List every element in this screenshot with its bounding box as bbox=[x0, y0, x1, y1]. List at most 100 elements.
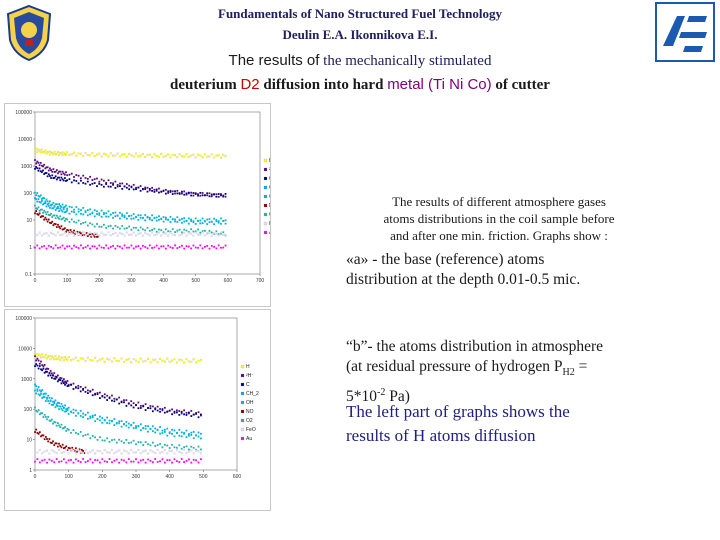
data-point bbox=[166, 444, 169, 447]
y-tick-label: 100 bbox=[24, 407, 33, 413]
data-point bbox=[164, 188, 167, 191]
data-point bbox=[54, 175, 57, 178]
data-point bbox=[90, 235, 93, 238]
data-point bbox=[47, 374, 50, 377]
data-point bbox=[164, 154, 167, 157]
data-point bbox=[109, 152, 112, 155]
data-point bbox=[60, 446, 63, 449]
data-point bbox=[54, 375, 57, 378]
data-point bbox=[64, 404, 66, 407]
data-point bbox=[76, 230, 79, 233]
data-point bbox=[220, 232, 222, 235]
data-point bbox=[115, 441, 118, 444]
data-point bbox=[53, 150, 56, 153]
data-point bbox=[50, 403, 53, 406]
data-point bbox=[210, 195, 213, 198]
data-point bbox=[91, 233, 94, 236]
data-point bbox=[139, 185, 142, 187]
data-point bbox=[58, 460, 60, 463]
data-point bbox=[163, 406, 166, 409]
data-point bbox=[197, 416, 200, 419]
data-point bbox=[58, 355, 61, 358]
data-point bbox=[96, 185, 98, 188]
x-tick-label: 600 bbox=[224, 278, 233, 284]
data-point bbox=[199, 194, 202, 197]
data-point bbox=[171, 359, 174, 362]
data-point bbox=[197, 435, 200, 438]
data-point bbox=[135, 152, 138, 155]
y-tick-label: 10 bbox=[26, 438, 32, 444]
data-point bbox=[103, 419, 106, 421]
data-point bbox=[91, 394, 94, 397]
data-point bbox=[208, 232, 211, 235]
data-point bbox=[206, 232, 209, 235]
data-point bbox=[162, 245, 165, 248]
data-point bbox=[144, 186, 147, 189]
y-tick-label: 10000 bbox=[18, 137, 32, 143]
data-point bbox=[49, 358, 52, 361]
data-point bbox=[55, 226, 58, 228]
data-point bbox=[144, 427, 147, 430]
data-point bbox=[46, 418, 48, 421]
data-point bbox=[156, 429, 159, 431]
data-point bbox=[80, 222, 82, 225]
data-point bbox=[173, 358, 176, 361]
data-point bbox=[35, 162, 38, 165]
data-point bbox=[137, 214, 140, 217]
data-point bbox=[175, 411, 178, 414]
data-point bbox=[64, 446, 66, 449]
legend-marker bbox=[240, 364, 245, 369]
data-point bbox=[160, 153, 163, 156]
data-point bbox=[37, 359, 40, 362]
data-point bbox=[34, 197, 36, 199]
data-point bbox=[82, 154, 85, 157]
data-point bbox=[178, 192, 181, 195]
data-point bbox=[116, 226, 119, 229]
data-point bbox=[42, 215, 44, 218]
data-point bbox=[174, 190, 176, 193]
data-point bbox=[144, 188, 147, 190]
data-point bbox=[96, 210, 98, 213]
data-point bbox=[169, 246, 172, 249]
legend-marker bbox=[263, 194, 268, 199]
data-point bbox=[35, 385, 38, 388]
data-point bbox=[208, 218, 211, 221]
data-point bbox=[159, 408, 161, 410]
data-point bbox=[54, 355, 57, 358]
data-point bbox=[139, 232, 142, 235]
data-point bbox=[49, 167, 51, 170]
data-point bbox=[171, 433, 173, 435]
data-point bbox=[44, 211, 47, 214]
data-point bbox=[82, 222, 85, 224]
data-point bbox=[73, 449, 76, 452]
data-point bbox=[45, 166, 48, 169]
data-point bbox=[58, 203, 61, 206]
data-point bbox=[149, 459, 152, 462]
series-7 bbox=[34, 448, 202, 455]
data-point bbox=[159, 432, 161, 435]
data-point bbox=[122, 449, 125, 452]
data-point bbox=[45, 198, 48, 201]
data-point bbox=[203, 153, 206, 156]
data-point bbox=[174, 192, 176, 195]
data-point bbox=[114, 215, 117, 218]
data-point bbox=[78, 448, 81, 451]
title-d2: D2 bbox=[240, 76, 260, 93]
data-point bbox=[109, 185, 112, 188]
y-tick-label: 1000 bbox=[21, 164, 32, 170]
data-point bbox=[67, 384, 70, 387]
data-point bbox=[37, 213, 40, 216]
data-point bbox=[82, 458, 84, 460]
data-point bbox=[142, 458, 145, 461]
data-point bbox=[67, 229, 70, 232]
data-point bbox=[93, 235, 96, 238]
data-point bbox=[162, 232, 165, 235]
data-point bbox=[45, 172, 48, 174]
data-point bbox=[185, 153, 188, 156]
data-point bbox=[185, 445, 188, 448]
data-point bbox=[91, 414, 94, 417]
data-point bbox=[132, 188, 135, 191]
data-point bbox=[70, 431, 72, 434]
data-point bbox=[52, 440, 54, 443]
series-8 bbox=[34, 244, 227, 250]
